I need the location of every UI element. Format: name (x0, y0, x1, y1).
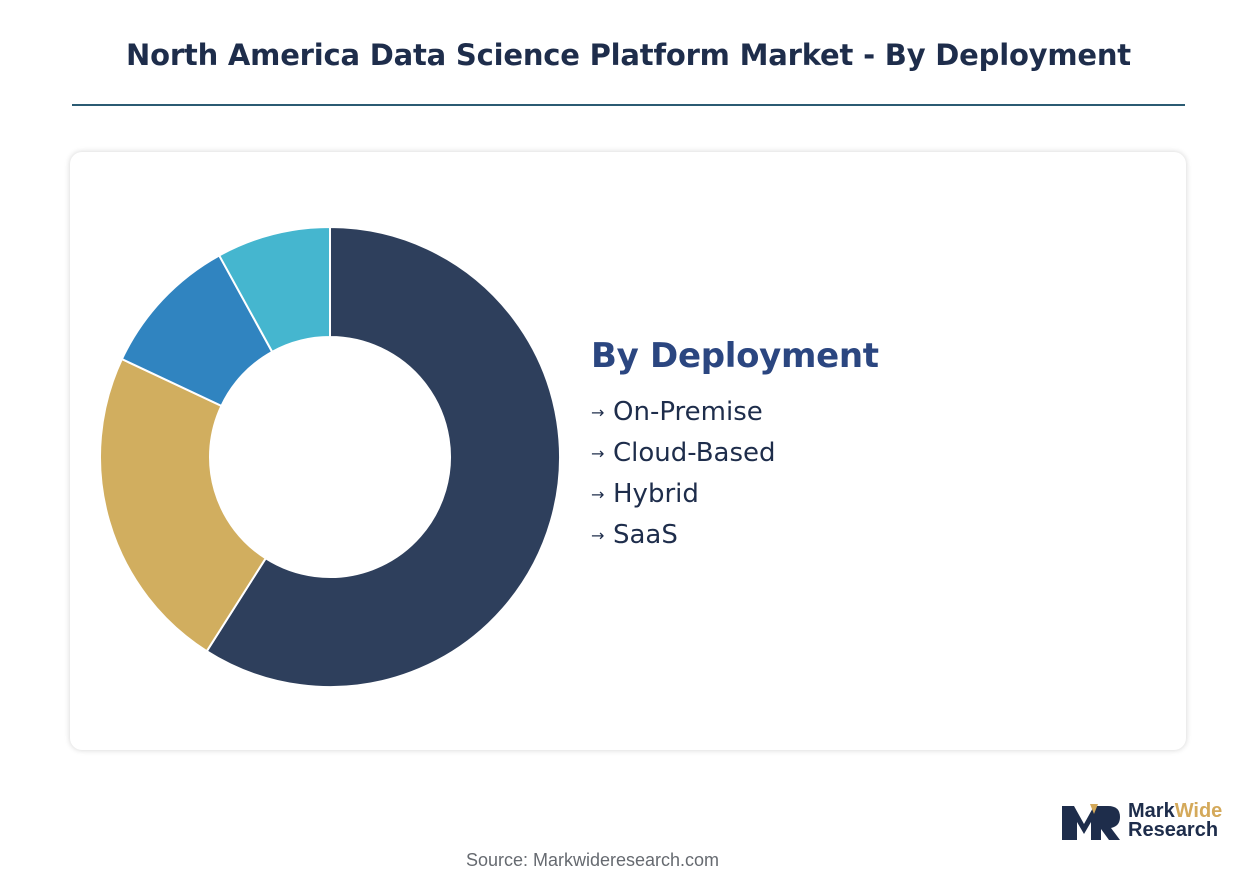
legend-label: SaaS (613, 520, 678, 550)
legend-title: By Deployment (591, 336, 879, 376)
title-divider (72, 104, 1185, 106)
legend-label: Hybrid (613, 479, 699, 509)
donut-chart (99, 225, 561, 688)
logo-mark-icon (1062, 804, 1120, 840)
legend-item-on-premise: → On-Premise (591, 392, 879, 433)
arrow-right-icon: → (591, 526, 605, 545)
arrow-right-icon: → (591, 403, 605, 422)
legend-item-saas: → SaaS (591, 515, 879, 556)
donut-slice-cloud-based (99, 357, 268, 653)
donut-slice-on-premise (205, 225, 561, 688)
legend: By Deployment → On-Premise → Cloud-Based… (591, 336, 879, 556)
brand-logo: MarkWide Research (1060, 800, 1245, 842)
chart-card: By Deployment → On-Premise → Cloud-Based… (70, 152, 1186, 750)
legend-label: Cloud-Based (613, 438, 776, 468)
arrow-right-icon: → (591, 444, 605, 463)
arrow-right-icon: → (591, 485, 605, 504)
legend-item-cloud-based: → Cloud-Based (591, 433, 879, 474)
source-note: Source: Markwideresearch.com (465, 850, 720, 870)
legend-label: On-Premise (613, 397, 763, 427)
logo-text: MarkWide Research (1128, 800, 1223, 841)
page-title: North America Data Science Platform Mark… (126, 38, 1131, 72)
donut-slice-saas (217, 225, 331, 354)
legend-item-hybrid: → Hybrid (591, 474, 879, 515)
